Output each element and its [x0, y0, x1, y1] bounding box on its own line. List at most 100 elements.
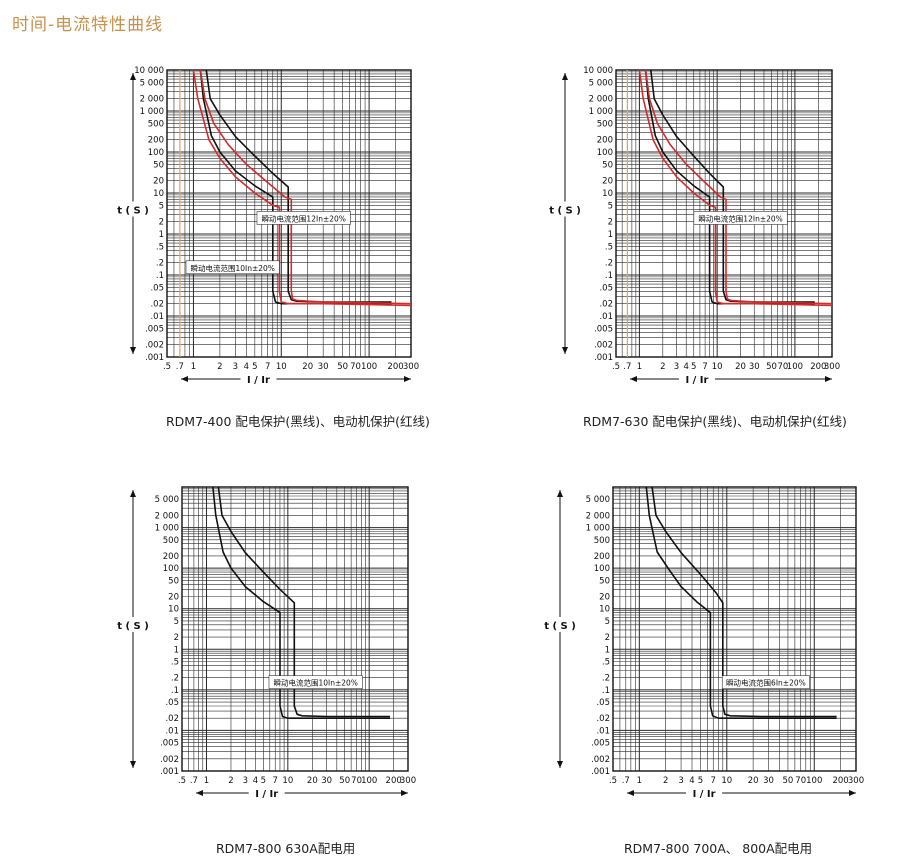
y-tick-label: .01	[599, 312, 613, 322]
chart-svg: 5 000 2 000 1 000 500 200 100 50 20 10 5 2 1 .5 .2 .1.…	[113, 486, 416, 800]
x-tick-label: 200	[810, 362, 826, 372]
y-tick-label: 200	[594, 552, 610, 562]
x-tick-label: 200	[387, 362, 403, 372]
x-tick-label: 20	[307, 776, 318, 786]
y-tick-label: 500	[594, 536, 610, 546]
y-tick-label: 50	[602, 160, 613, 170]
y-tick-label: 100	[148, 148, 164, 158]
y-tick-label: .02	[596, 714, 610, 724]
x-tick-label: .7	[623, 362, 631, 372]
x-tick-label: 4	[253, 776, 258, 786]
y-tick-label: 200	[163, 552, 179, 562]
y-axis-arrowhead-bottom	[130, 347, 136, 354]
y-tick-label: .01	[165, 726, 179, 736]
y-tick-label: 10 000	[583, 66, 613, 76]
y-axis-label: t ( S )	[117, 621, 149, 632]
y-axis-label-bg	[113, 201, 153, 217]
x-axis-arrowhead-right	[849, 790, 856, 796]
y-tick-label: 200	[597, 136, 613, 146]
y-axis-arrowhead-top	[557, 490, 563, 497]
x-tick-label: 10	[282, 776, 293, 786]
y-tick-label: 5 000	[586, 495, 610, 505]
y-tick-label: 1 000	[589, 107, 613, 117]
y-tick-label: 100	[597, 148, 613, 158]
y-tick-label: .002	[591, 755, 610, 765]
x-tick-label: 2	[660, 362, 665, 372]
chart-svg: 10 000 5 000 2 000 1 000 500 200 100 50 20 10 5 2 1.…	[545, 66, 840, 386]
y-tick-label: .005	[145, 324, 164, 334]
y-tick-label: 2 000	[140, 95, 164, 105]
y-axis-arrowhead-bottom	[130, 761, 136, 768]
y-tick-label: 5	[174, 617, 179, 627]
x-axis-arrowhead-left	[181, 376, 188, 382]
y-tick-label: 1	[174, 645, 179, 655]
annotation-label: 瞬动电流范围12In±20%	[261, 213, 345, 223]
chart-panel-rdm7-800-630a: 5 000 2 000 1 000 500 200 100 50 20 10 5 2 1 .5 .2 .1.…	[0, 433, 460, 866]
x-tick-label: 70	[795, 776, 806, 786]
y-axis-arrowhead-bottom	[557, 761, 563, 768]
x-tick-label: 7	[702, 362, 707, 372]
series-line-4	[644, 69, 833, 305]
x-axis-arrowhead-left	[627, 790, 634, 796]
x-tick-label: 100	[361, 362, 377, 372]
y-tick-label: 1	[159, 230, 164, 240]
x-tick-label: 1	[204, 776, 209, 786]
y-axis-arrowhead-top	[130, 490, 136, 497]
x-tick-label: 10	[721, 776, 732, 786]
y-tick-label: .001	[145, 353, 164, 363]
x-tick-label: 7	[265, 362, 270, 372]
y-tick-label: 100	[163, 564, 179, 574]
x-tick-label: 50	[766, 362, 777, 372]
x-tick-label: 30	[318, 362, 329, 372]
plot-frame	[615, 69, 833, 358]
chart-panel-rdm7-630: 10 000 5 000 2 000 1 000 500 200 100 50 20 10 5 2 1.…	[460, 0, 920, 433]
x-axis-label: I / Ir	[685, 375, 708, 386]
y-tick-label: .002	[160, 755, 179, 765]
x-tick-label: 100	[806, 776, 822, 786]
x-axis-label-bg	[240, 372, 277, 386]
y-tick-label: 2 000	[155, 511, 179, 521]
x-axis-arrowhead-right	[404, 376, 411, 382]
x-tick-label: 5	[261, 776, 266, 786]
y-axis-label: t ( S )	[549, 206, 581, 217]
y-axis-arrowhead-top	[130, 73, 136, 80]
y-tick-label: .002	[594, 341, 613, 351]
y-tick-label: 500	[148, 119, 164, 129]
x-tick-label: 3	[233, 362, 238, 372]
x-tick-label: 30	[749, 362, 760, 372]
x-tick-label: 3	[674, 362, 679, 372]
x-tick-label: 5	[698, 776, 703, 786]
x-tick-label: 1	[637, 776, 642, 786]
x-axis-arrowhead-right	[401, 790, 408, 796]
annotation-label: 瞬动电流范围12In±20%	[698, 213, 782, 223]
y-tick-label: 1 000	[586, 524, 610, 534]
y-tick-label: .001	[594, 353, 613, 363]
series-line-1	[645, 486, 837, 720]
x-tick-label: 100	[361, 776, 377, 786]
series-line-3	[192, 69, 412, 307]
x-tick-label: 5	[691, 362, 696, 372]
y-tick-label: 2	[174, 633, 179, 643]
y-tick-label: 20	[153, 177, 164, 187]
x-axis-label-bg	[686, 786, 723, 800]
x-tick-label: 4	[689, 776, 694, 786]
x-tick-label: 10	[712, 362, 723, 372]
y-axis-label: t ( S )	[117, 206, 149, 217]
x-tick-label: 7	[711, 776, 716, 786]
series-line-1	[212, 486, 390, 720]
x-tick-label: 70	[350, 362, 361, 372]
y-tick-label: .05	[599, 283, 613, 293]
annotation-label: 瞬动电流范围10In±20%	[190, 263, 274, 273]
chart-panel-rdm7-800-700a-800a: 5 000 2 000 1 000 500 200 100 50 20 10 5 2 1 .5 .2 .1.…	[460, 433, 920, 866]
y-tick-label: 10	[153, 189, 164, 199]
y-tick-label: 2	[605, 633, 610, 643]
x-axis-label: I / Ir	[693, 789, 716, 800]
y-axis-label-bg	[113, 617, 153, 632]
series-line-1	[644, 69, 815, 305]
y-tick-label: .2	[171, 674, 179, 684]
y-tick-label: .5	[605, 242, 613, 252]
y-tick-label: 5 000	[155, 495, 179, 505]
chart-caption: RDM7-400 配电保护(黑线)、电动机保护(红线)	[166, 414, 430, 429]
x-axis-arrowhead-right	[825, 376, 832, 382]
x-axis-label: I / Ir	[247, 375, 270, 386]
